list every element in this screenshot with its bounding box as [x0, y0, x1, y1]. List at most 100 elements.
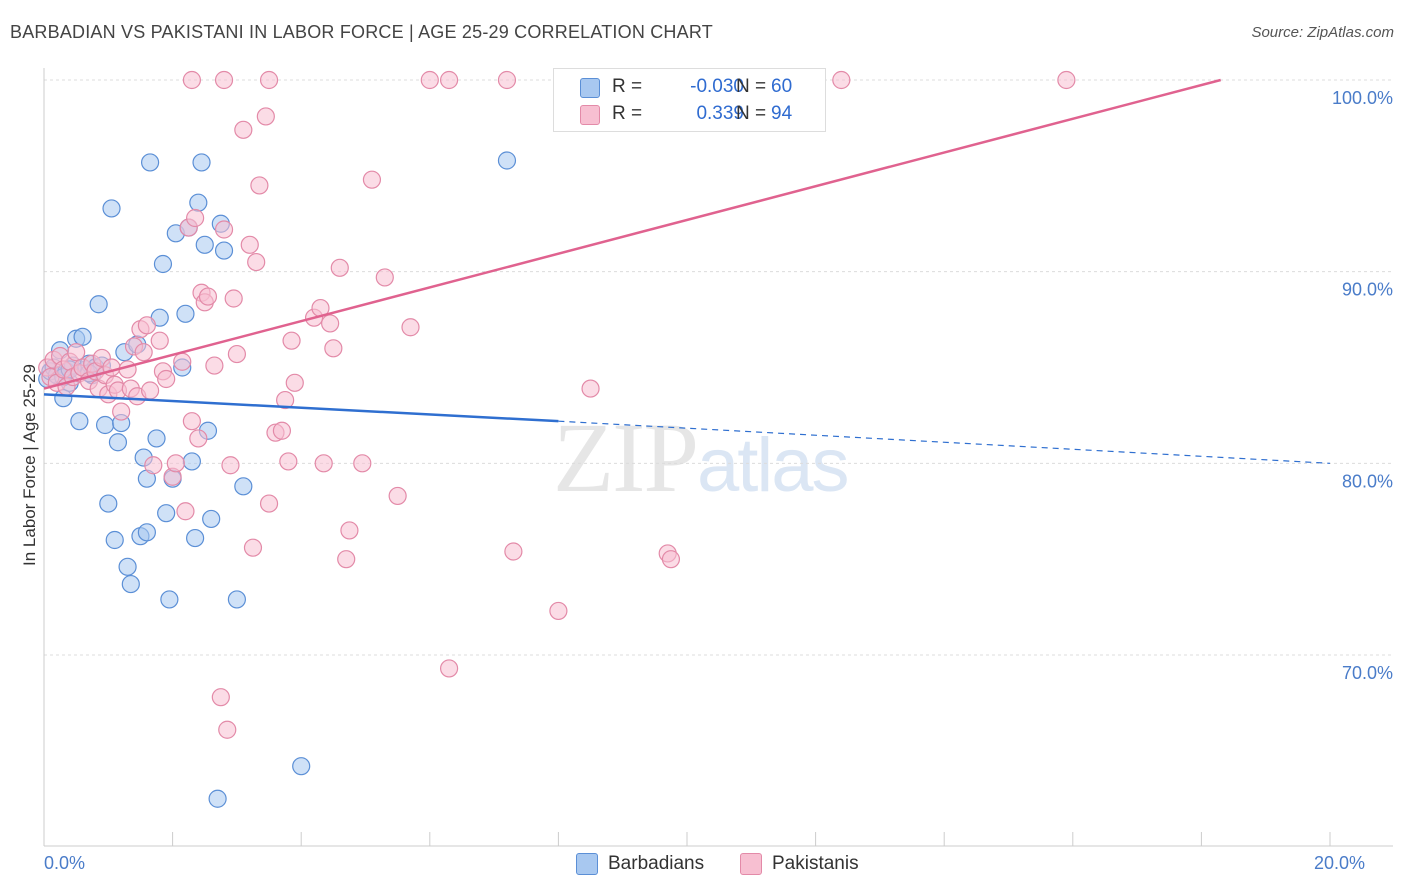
legend-n-label: N =: [736, 103, 767, 124]
pakistani-point: [832, 70, 851, 90]
pakistani-point: [240, 235, 259, 254]
barbadian-point: [118, 557, 137, 576]
pakistani-point: [112, 402, 131, 421]
pakistani-point: [259, 70, 279, 90]
pakistani-point: [234, 120, 253, 139]
barbadian-point: [202, 509, 221, 529]
barbadian-point: [195, 235, 214, 254]
pakistani-point: [186, 208, 205, 228]
pakistani-point: [247, 252, 266, 272]
pakistani-point: [134, 343, 153, 362]
barbadian-point: [153, 254, 173, 274]
legend-n-value: 94: [771, 103, 793, 124]
barbadian-point: [192, 153, 211, 172]
barbadian-point: [160, 590, 179, 609]
watermark: ZIPatlas: [553, 400, 850, 515]
pakistani-point: [176, 502, 195, 521]
legend-r-value: -0.030: [690, 76, 744, 97]
pakistani-point: [375, 268, 394, 287]
pakistani-point: [279, 452, 298, 471]
legend-swatch-pakistanis: [580, 105, 600, 125]
y-tick-label: 90.0%: [1342, 280, 1393, 300]
pakistani-point: [221, 456, 240, 475]
pakistani-point: [401, 318, 420, 337]
pakistani-point: [340, 521, 359, 540]
pakistani-point: [321, 314, 340, 333]
barbadian-point: [89, 295, 108, 314]
barbadian-point: [182, 452, 201, 471]
bottom-legend-label: Pakistanis: [772, 853, 859, 874]
pakistani-point: [388, 486, 407, 506]
barbadian-point: [95, 415, 115, 435]
y-tick-label: 100.0%: [1332, 88, 1393, 108]
pakistani-point: [549, 601, 568, 621]
x-tick-label: 20.0%: [1314, 853, 1365, 873]
pakistani-point: [581, 379, 600, 398]
correlation-legend: R = -0.030 N = 60 R = 0.339 N = 94: [553, 68, 826, 132]
grid-lines: [44, 79, 1393, 656]
pakistani-point: [282, 331, 301, 350]
bottom-legend-swatch-pakistanis: [740, 853, 762, 875]
barbadian-point: [227, 590, 246, 609]
barbadian-point: [140, 153, 160, 172]
barbadian-point: [137, 523, 156, 542]
pakistani-point: [285, 373, 304, 392]
barbadian-point: [189, 193, 208, 212]
barbadian-point: [105, 530, 124, 550]
pakistani-point: [330, 258, 349, 277]
barbadian-point: [147, 429, 166, 448]
pakistani-point: [272, 421, 292, 440]
pakistani-point: [227, 344, 246, 364]
barbadian-point: [102, 199, 121, 218]
barbadian-point: [73, 327, 92, 346]
chart-title: BARBADIAN VS PAKISTANI IN LABOR FORCE | …: [10, 22, 713, 42]
pakistani-point: [259, 494, 279, 513]
watermark-atlas: atlas: [697, 423, 850, 508]
barbadian-point: [234, 477, 253, 496]
barbadian-point: [70, 412, 89, 431]
pakistani-point: [205, 356, 224, 375]
pakistani-point: [224, 289, 243, 308]
y-tick-label: 80.0%: [1342, 471, 1393, 491]
barbadian-trend-line: [43, 393, 559, 423]
pakistani-point: [337, 550, 356, 569]
barbadian-point: [292, 757, 311, 776]
barbadian-point: [176, 304, 195, 323]
pakistani-point: [324, 339, 343, 358]
pakistani-point: [150, 331, 169, 350]
y-tick-label: 70.0%: [1342, 663, 1393, 683]
pakistani-point: [166, 454, 185, 473]
x-tick-label: 0.0%: [44, 853, 85, 873]
y-axis-label: In Labor Force | Age 25-29: [20, 364, 39, 566]
legend-n-label: N =: [736, 76, 767, 97]
pakistani-point: [439, 659, 459, 678]
pakistani-point: [250, 176, 269, 195]
data-points: [38, 70, 1076, 808]
pakistani-point: [214, 220, 234, 239]
legend-r-value: 0.339: [696, 103, 744, 124]
pakistani-point: [276, 390, 295, 410]
pakistani-point: [67, 343, 86, 362]
pakistani-point: [243, 538, 263, 557]
axes: [43, 68, 1393, 847]
pakistani-point: [144, 456, 163, 475]
pakistani-point: [211, 688, 230, 707]
barbadian-point: [208, 789, 227, 808]
barbadian-trend-extension: [558, 420, 1331, 464]
pakistani-point: [189, 429, 208, 448]
pakistani-point: [1057, 70, 1076, 90]
tick-labels: 100.0% 90.0% 80.0% 70.0% 0.0% 20.0% In Labor F…: [20, 88, 1393, 873]
pakistani-point: [218, 720, 237, 739]
barbadian-point: [99, 494, 118, 513]
bottom-legend-label: Barbadians: [608, 853, 705, 874]
pakistani-point: [420, 70, 439, 90]
pakistani-point: [439, 70, 459, 90]
pakistani-point: [140, 381, 160, 400]
legend-r-label: R =: [612, 103, 643, 124]
pakistani-point: [137, 316, 156, 335]
source-credit: Source: ZipAtlas.com: [1251, 24, 1394, 41]
trend-lines: [43, 78, 1331, 464]
pakistani-point: [182, 412, 201, 431]
pakistani-point: [353, 454, 372, 473]
